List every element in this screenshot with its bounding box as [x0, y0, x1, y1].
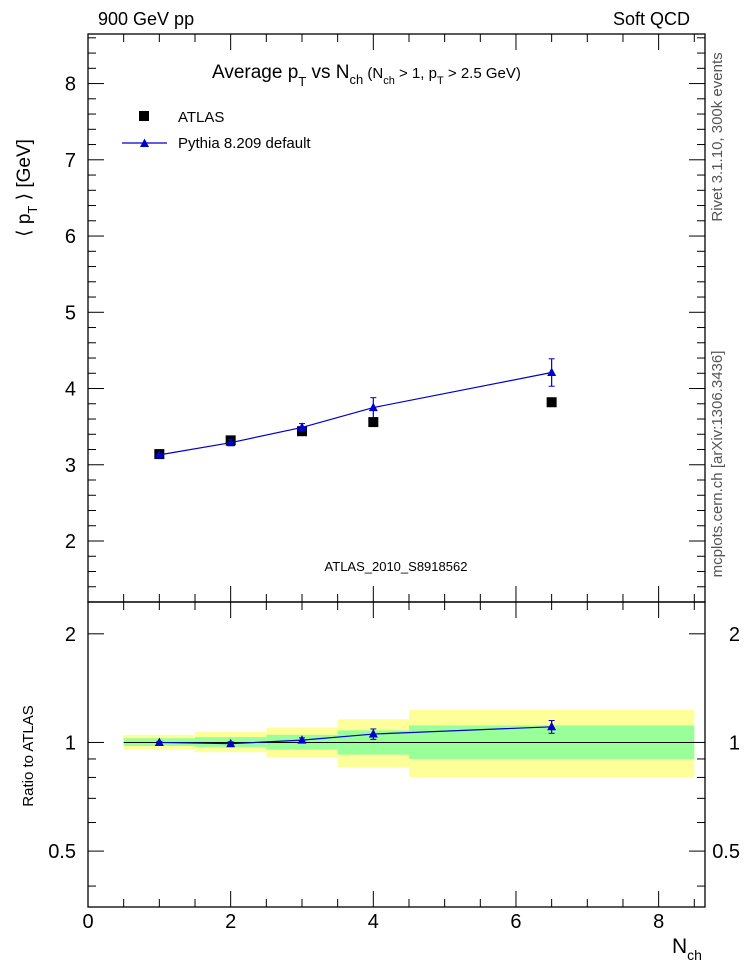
legend: ATLAS Pythia 8.209 default — [122, 109, 311, 152]
top-y-tick-label: 3 — [65, 455, 76, 477]
analysis-watermark: ATLAS_2010_S8918562 — [325, 559, 468, 574]
ratio-y-tick-label-left: 1 — [65, 732, 76, 754]
side-label-mcplots: mcplots.cern.ch [arXiv:1306.3436] — [709, 351, 726, 578]
ratio-point — [226, 738, 236, 748]
legend-marker-atlas — [139, 111, 149, 121]
ratio-panel-frame — [87, 601, 706, 908]
pythia-point — [226, 437, 236, 447]
legend-label-atlas: ATLAS — [178, 109, 224, 126]
chart-marks — [123, 358, 695, 748]
legend-marker-pythia — [140, 138, 149, 147]
x-tick-label: 4 — [368, 911, 379, 933]
ratio-y-tick-label-right: 0.5 — [712, 841, 740, 863]
top-y-tick-label: 4 — [65, 379, 76, 401]
ratio-point — [154, 737, 164, 746]
legend-label-pythia: Pythia 8.209 default — [178, 135, 311, 152]
pythia-point — [297, 422, 307, 431]
ratio-y-tick-label-right: 2 — [729, 624, 740, 646]
atlas-point — [368, 417, 379, 428]
chart-title: Average pT vs Nch (Nch > 1, pT > 2.5 GeV… — [212, 62, 521, 89]
top-y-tick-label: 2 — [65, 531, 76, 553]
pythia-point — [368, 402, 378, 412]
pythia-point — [154, 449, 164, 459]
side-label-rivet: Rivet 3.1.10, 300k events — [709, 52, 726, 221]
ratio-y-tick-label-left: 0.5 — [48, 841, 76, 863]
header-left: 900 GeV pp — [98, 9, 194, 29]
ratio-point — [297, 735, 307, 744]
x-tick-label: 0 — [82, 911, 93, 933]
top-y-axis-label: ⟨ pT ⟩ [GeV] — [14, 139, 40, 237]
top-y-tick-label: 8 — [65, 74, 76, 96]
header-right: Soft QCD — [613, 9, 690, 29]
ratio-y-tick-label-left: 2 — [65, 624, 76, 646]
ratio-point — [368, 729, 378, 738]
pythia-point — [547, 367, 557, 377]
ratio-point — [547, 721, 557, 731]
atlas-point — [546, 397, 557, 408]
x-axis-label: Nch — [672, 935, 702, 963]
top-y-tick-label: 5 — [65, 302, 76, 324]
pythia-line — [159, 371, 552, 456]
ratio-y-tick-label-right: 1 — [729, 732, 740, 754]
top-y-tick-label: 6 — [65, 226, 76, 248]
top-y-tick-label: 7 — [65, 150, 76, 172]
axes: 2 3 4 5 6 7 8 0 2 4 6 8 0.5 0.5 1 1 2 2 — [48, 34, 740, 933]
ratio-y-axis-label: Ratio to ATLAS — [20, 705, 37, 806]
x-tick-label: 6 — [510, 911, 521, 933]
x-tick-label: 2 — [225, 911, 236, 933]
x-tick-label: 8 — [653, 911, 664, 933]
